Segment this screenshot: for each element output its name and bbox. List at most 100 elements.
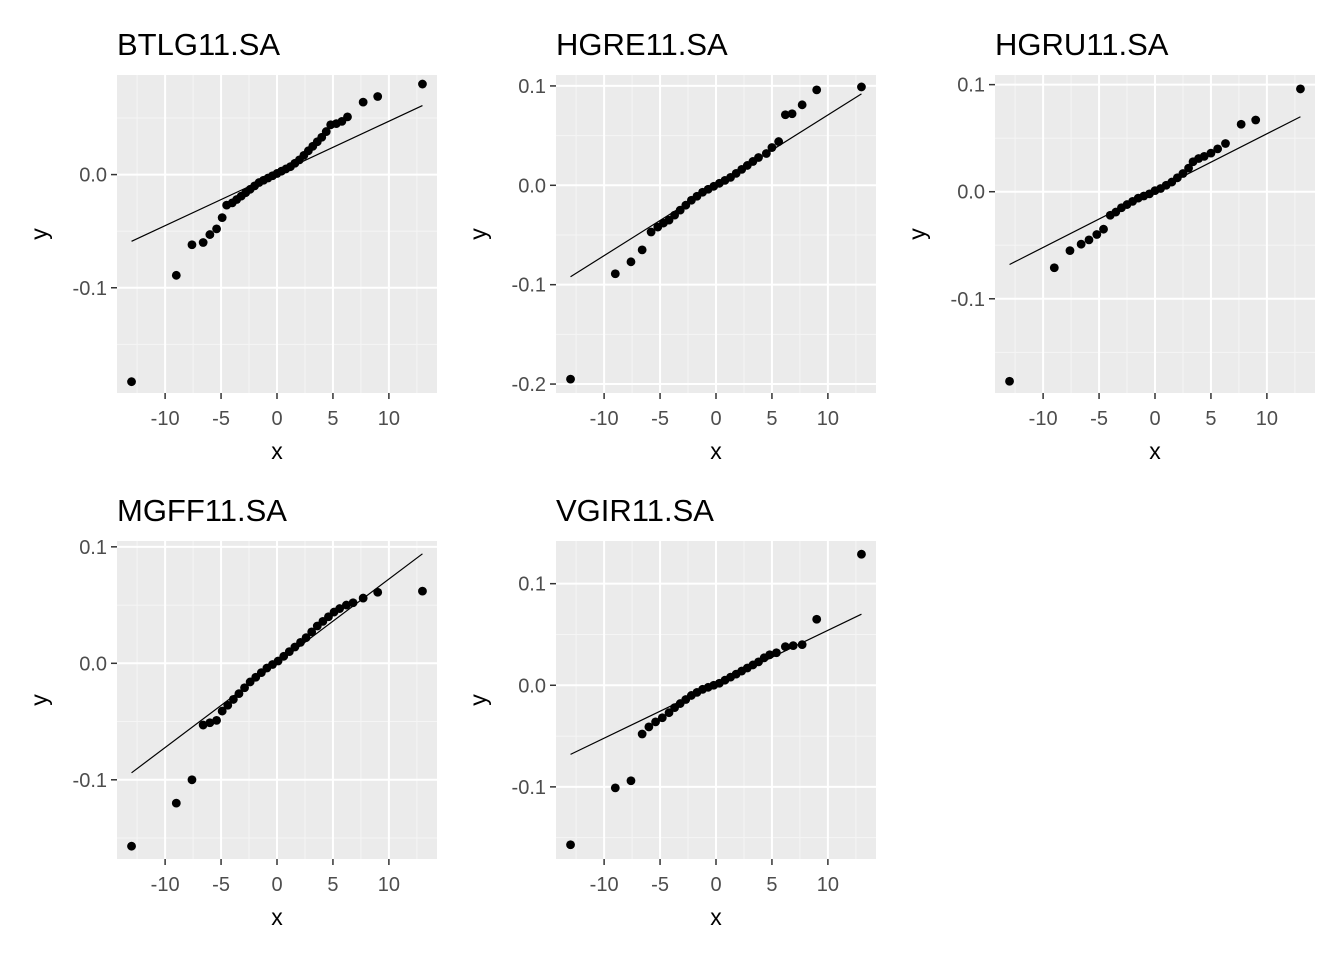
y-tick-label: -0.1 — [951, 289, 985, 311]
qq-point — [418, 79, 427, 89]
x-tick-label: 10 — [378, 874, 400, 896]
qq-point — [341, 600, 351, 610]
qq-point — [217, 213, 227, 222]
x-tick-label: 10 — [817, 408, 839, 430]
x-axis-title: x — [271, 438, 283, 464]
qq-point — [127, 841, 136, 851]
x-tick-label: 0 — [710, 408, 721, 430]
qq-point — [217, 706, 227, 716]
y-tick-label: 0.0 — [518, 175, 546, 197]
qq-point — [198, 720, 208, 730]
qq-point — [205, 718, 215, 728]
x-axis-title: x — [710, 904, 722, 930]
x-tick-label: -10 — [590, 408, 619, 430]
qq-point — [1084, 235, 1094, 245]
qq-point — [772, 648, 781, 658]
qq-point — [1221, 139, 1230, 148]
qq-point — [797, 100, 807, 110]
qq-point — [857, 549, 866, 559]
x-axis-title: x — [710, 438, 722, 464]
qq-point — [223, 700, 233, 710]
qq-point — [171, 798, 181, 808]
qq-point — [1092, 230, 1102, 239]
y-tick-label: -0.1 — [512, 275, 546, 297]
y-axis-title: y — [26, 694, 52, 706]
qq-point — [198, 238, 208, 247]
qq-point — [343, 112, 352, 122]
qq-point — [234, 689, 244, 698]
qq-point — [307, 627, 317, 637]
qq-point — [797, 640, 807, 650]
qq-point — [651, 717, 660, 727]
qq-point — [1199, 151, 1209, 161]
qq-point — [610, 269, 620, 279]
qq-point — [1296, 84, 1305, 94]
qq-point — [418, 586, 427, 596]
x-tick-label: 0 — [710, 874, 721, 896]
qq-point — [1065, 246, 1075, 255]
y-tick-label: 0.0 — [79, 165, 107, 187]
facet-mgff11-sa: -10 -5 0 5 10 -0.1 0.0 0.1 MGFF11.SA x y — [26, 493, 437, 930]
x-tick-label: -10 — [1029, 408, 1058, 430]
x-tick-label: 5 — [766, 874, 777, 896]
qq-point — [754, 153, 763, 162]
qq-point — [812, 85, 822, 95]
qq-point — [857, 82, 866, 92]
qq-point — [171, 270, 181, 280]
qq-point — [1206, 148, 1216, 158]
qq-point — [335, 604, 345, 613]
x-tick-label: -5 — [651, 408, 669, 430]
qq-point — [373, 92, 383, 101]
x-tick-label: -5 — [1090, 408, 1108, 430]
x-tick-label: 5 — [327, 408, 338, 430]
y-tick-label: 0.0 — [518, 675, 546, 697]
y-tick-label: 0.1 — [518, 76, 546, 98]
qq-point — [626, 776, 636, 786]
qq-point — [1213, 144, 1223, 154]
qq-point — [657, 713, 667, 723]
x-tick-label: 5 — [327, 874, 338, 896]
qq-point — [566, 374, 575, 384]
qq-point — [780, 110, 790, 120]
qq-point — [774, 137, 784, 146]
x-tick-label: -5 — [212, 874, 230, 896]
qq-point — [1184, 163, 1193, 173]
y-tick-label: -0.2 — [512, 374, 546, 396]
qq-point — [761, 149, 771, 158]
qq-point — [1049, 263, 1059, 273]
facet-title: VGIR11.SA — [556, 493, 714, 528]
qq-point — [646, 227, 656, 237]
x-tick-label: -5 — [651, 874, 669, 896]
y-axis-title: y — [904, 228, 930, 240]
qq-point — [1005, 376, 1014, 386]
facet-title: MGFF11.SA — [117, 493, 287, 528]
facet-title: HGRU11.SA — [995, 27, 1169, 62]
qq-point — [780, 642, 790, 652]
x-tick-label: 0 — [271, 408, 282, 430]
qq-point — [321, 127, 331, 136]
y-tick-label: 0.0 — [79, 653, 107, 675]
qq-point — [812, 614, 822, 624]
qq-point — [1236, 119, 1246, 129]
qq-point — [348, 598, 358, 608]
qq-point — [212, 715, 221, 725]
y-tick-label: 0.1 — [518, 574, 546, 596]
qq-point — [610, 783, 620, 793]
qq-point — [127, 377, 136, 387]
y-axis-title: y — [26, 228, 52, 240]
facet-title: BTLG11.SA — [117, 27, 280, 62]
x-tick-label: 10 — [817, 874, 839, 896]
qq-point — [373, 587, 383, 597]
x-tick-label: 0 — [1149, 408, 1160, 430]
facet-btlg11-sa: -10 -5 0 5 10 -0.1 0.0 BTLG11.SA x y — [26, 27, 437, 464]
facet-title: HGRE11.SA — [556, 27, 728, 62]
y-axis-title: y — [465, 228, 491, 240]
qq-point — [228, 695, 238, 704]
x-tick-label: 5 — [766, 408, 777, 430]
x-tick-label: 5 — [1205, 408, 1216, 430]
y-axis-title: y — [465, 694, 491, 706]
x-tick-label: -10 — [151, 408, 180, 430]
qq-point — [637, 729, 647, 739]
